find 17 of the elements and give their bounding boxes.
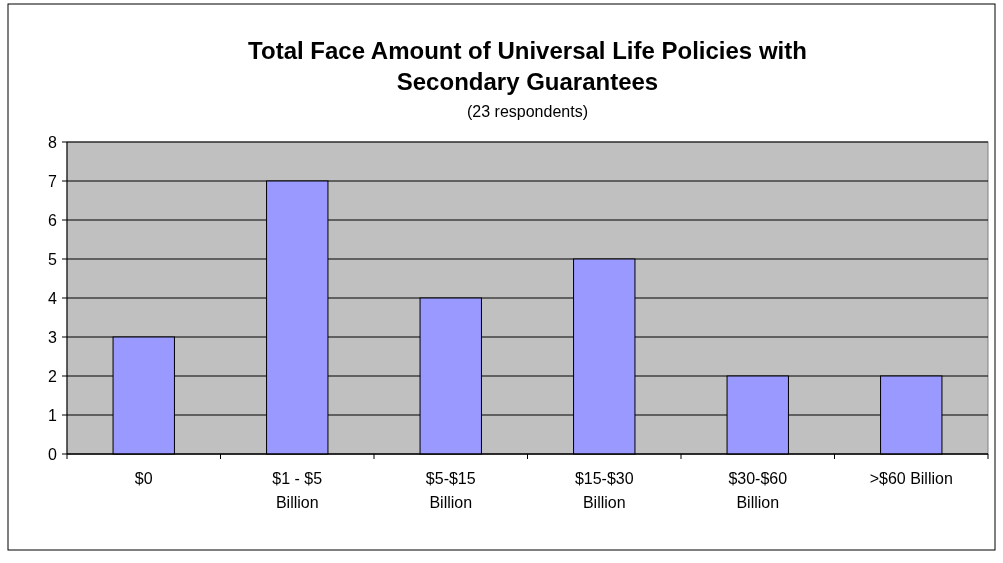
y-tick-label: 0 (48, 445, 58, 463)
x-tick-label: $0 (134, 470, 153, 487)
y-tick-label: 5 (48, 250, 58, 268)
y-tick-label: 2 (48, 367, 58, 385)
x-tick-label: $1 - $5 Billion (272, 470, 323, 511)
y-tick-label: 6 (48, 211, 58, 229)
x-tick-label: >$60 Billion (869, 470, 953, 487)
chart-title: Total Face Amount of Universal Life Policies with Secondary Guarantees (248, 37, 807, 95)
x-tick-label: $15-$30 Billion (574, 470, 634, 511)
chart-subtitle: (23 respondents) (467, 103, 588, 120)
x-tick-label: $30-$60 Billion (728, 470, 788, 511)
y-tick-label: 3 (48, 328, 58, 346)
y-tick-label: 8 (48, 133, 58, 151)
y-tick-label: 7 (48, 172, 58, 190)
x-tick-label: $5-$15 Billion (425, 470, 476, 511)
y-tick-label: 4 (48, 289, 58, 307)
y-tick-label: 1 (48, 406, 58, 424)
